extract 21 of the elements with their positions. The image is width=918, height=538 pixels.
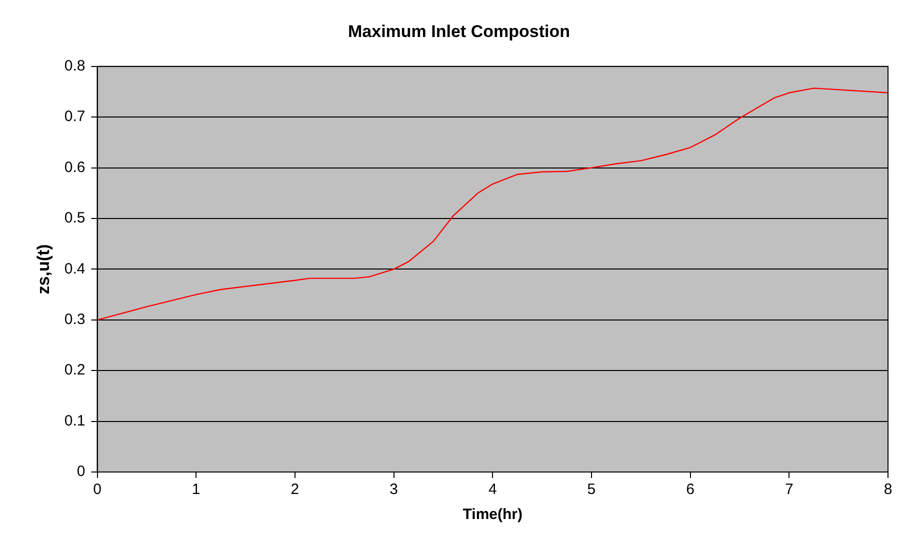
y-tick-label: 0.1: [64, 412, 86, 430]
y-axis-title: zs,u(t): [34, 244, 53, 294]
chart-title: Maximum Inlet Compostion: [348, 22, 570, 41]
y-tick-label: 0.4: [64, 260, 86, 278]
y-tick-label: 0.7: [64, 108, 86, 126]
x-axis-title: Time(hr): [462, 506, 522, 524]
x-tick-label: 1: [192, 481, 200, 498]
x-tick-label: 5: [587, 481, 596, 498]
x-tick-label: 6: [686, 481, 694, 498]
x-tick-label: 7: [784, 481, 794, 498]
y-tick-label: 0.2: [64, 362, 86, 379]
x-tick-label: 4: [488, 481, 497, 498]
x-tick-label: 0: [93, 481, 102, 498]
y-tick-label: 0.3: [64, 311, 86, 328]
x-tick-label: 8: [884, 481, 892, 498]
x-tick-label: 3: [390, 481, 398, 498]
y-tick-label: 0: [76, 463, 86, 480]
x-tick-label: 2: [290, 481, 300, 498]
y-tick-label: 0.8: [64, 58, 86, 75]
y-tick-label: 0.6: [64, 158, 86, 176]
y-tick-label: 0.5: [64, 210, 86, 227]
